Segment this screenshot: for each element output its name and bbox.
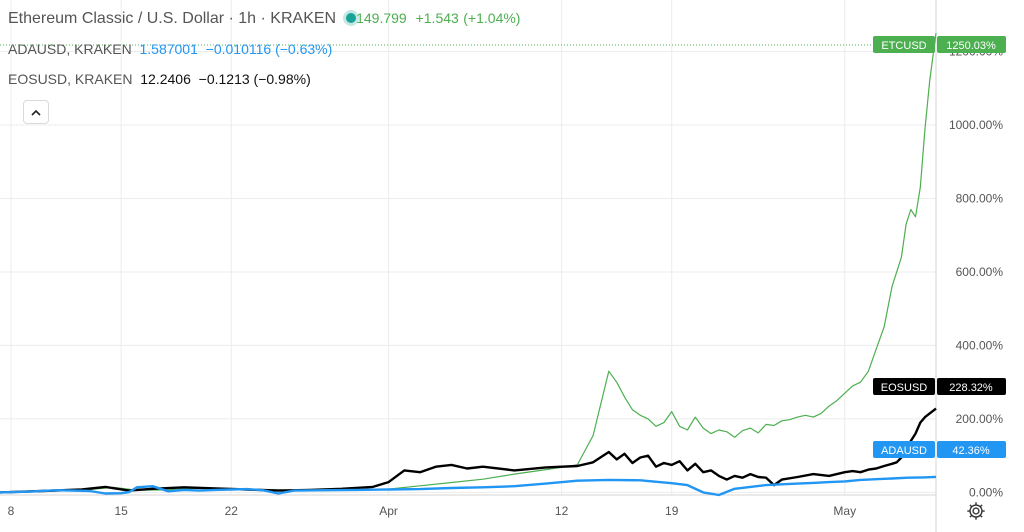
eos-series-legend[interactable]: EOSUSD, KRAKEN 12.2406 −0.1213 (−0.98%)	[8, 71, 311, 87]
separator: ·	[224, 10, 239, 27]
ada-symbol: ADAUSD, KRAKEN	[8, 41, 132, 57]
x-tick-label: 22	[225, 504, 239, 518]
eos-symbol: EOSUSD, KRAKEN	[8, 71, 133, 87]
main-series-legend[interactable]: Ethereum Classic / U.S. Dollar · 1h · KR…	[8, 10, 520, 28]
x-tick-label: 8	[8, 504, 15, 518]
last-value-badge-label: 228.32%	[949, 382, 993, 394]
eos-price: 12.2406	[140, 71, 191, 87]
series-line-adausd[interactable]	[0, 475, 937, 497]
y-tick-label: 1000.00%	[949, 118, 1003, 132]
x-tick-label: Apr	[379, 504, 398, 518]
series-name-badge	[873, 378, 935, 395]
series-name-badge	[873, 441, 935, 458]
last-value-badge	[937, 378, 1006, 395]
last-value-badge	[937, 441, 1006, 458]
x-tick-label: 15	[114, 504, 128, 518]
exchange: KRAKEN	[270, 10, 337, 27]
eos-change-pct: (−0.98%)	[253, 71, 311, 87]
main-price: 149.799	[356, 10, 407, 26]
separator: ·	[256, 10, 271, 27]
chart-settings-button[interactable]	[963, 498, 989, 524]
y-tick-label: 600.00%	[956, 265, 1004, 279]
x-axis: 8 15 22 Apr 12 19 May	[8, 504, 856, 518]
y-tick-label: 400.00%	[956, 338, 1004, 352]
interval: 1h	[238, 10, 257, 27]
ada-price: 1.587001	[139, 41, 198, 57]
x-tick-label: 19	[665, 504, 679, 518]
series-name-badge-label: EOSUSD	[881, 382, 928, 394]
badge-eosusd: EOSUSD 228.32%	[873, 378, 1006, 395]
last-value-badge	[937, 36, 1006, 53]
collapse-legend-button[interactable]	[23, 100, 49, 124]
last-value-badges: ETCUSD 1250.03% EOSUSD 228.32% ADAUSD 42.36%	[873, 36, 1006, 458]
series-line-etcusd[interactable]	[0, 33, 937, 493]
y-tick-label: 0.00%	[969, 485, 1003, 499]
y-axis: 0.00% 200.00% 400.00% 600.00% 800.00% 1000.00…	[949, 44, 1003, 499]
badge-etcusd: ETCUSD 1250.03%	[873, 36, 1006, 53]
x-tick-label: 12	[555, 504, 569, 518]
eos-change: −0.1213	[198, 71, 250, 87]
y-tick-label: 200.00%	[956, 412, 1004, 426]
badge-adausd: ADAUSD 42.36%	[873, 441, 1006, 458]
series-name-badge-label: ETCUSD	[881, 40, 926, 52]
ada-change: −0.010116	[205, 41, 272, 57]
main-change-pct: (+1.04%)	[463, 10, 521, 26]
symbol-name: Ethereum Classic / U.S. Dollar	[8, 10, 225, 27]
series-name-badge-label: ADAUSD	[881, 445, 927, 457]
market-status-dot-icon	[346, 13, 357, 23]
last-value-badge-label: 42.36%	[952, 445, 990, 457]
series-line-eosusd[interactable]	[0, 407, 937, 494]
chevron-up-icon	[31, 109, 41, 116]
ada-series-legend[interactable]: ADAUSD, KRAKEN 1.587001 −0.010116 (−0.63…	[8, 41, 332, 57]
ada-change-pct: (−0.63%)	[275, 41, 333, 57]
gear-icon	[967, 502, 985, 520]
x-tick-label: May	[833, 504, 856, 518]
series-name-badge	[873, 36, 935, 53]
series	[0, 33, 937, 497]
y-tick-label: 800.00%	[956, 191, 1004, 205]
main-change: +1.543	[415, 10, 459, 26]
last-value-badge-label: 1250.03%	[946, 40, 996, 52]
